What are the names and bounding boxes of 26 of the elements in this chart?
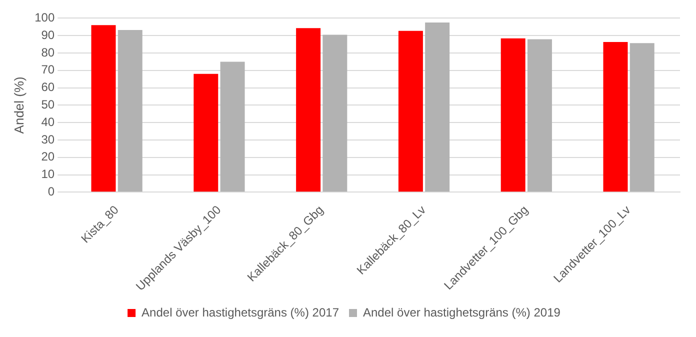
y-tick-label: 30 bbox=[41, 132, 55, 146]
y-tick-label: 0 bbox=[48, 184, 55, 198]
bar bbox=[296, 28, 321, 192]
bar bbox=[500, 38, 526, 192]
y-axis-title: Andel (%) bbox=[11, 76, 26, 134]
bar bbox=[630, 43, 654, 192]
bar bbox=[220, 62, 245, 192]
y-tick-label: 90 bbox=[41, 28, 55, 42]
y-tick-label: 60 bbox=[41, 80, 55, 94]
bar bbox=[194, 74, 218, 192]
legend-label: Andel över hastighetsgräns (%) 2017 bbox=[142, 305, 340, 320]
y-tick-label: 20 bbox=[41, 150, 55, 164]
y-tick-label: 100 bbox=[34, 10, 55, 25]
bar bbox=[398, 30, 423, 192]
bar bbox=[91, 25, 116, 192]
y-tick-label: 70 bbox=[41, 62, 55, 77]
y-tick-label: 50 bbox=[41, 97, 55, 112]
bar bbox=[527, 39, 552, 192]
bar bbox=[322, 34, 348, 192]
y-tick-label: 40 bbox=[41, 114, 55, 129]
bar bbox=[603, 42, 628, 192]
y-tick-label: 10 bbox=[41, 167, 55, 182]
legend-label: Andel över hastighetsgräns (%) 2019 bbox=[363, 305, 561, 320]
bar bbox=[118, 30, 142, 192]
bar bbox=[425, 22, 450, 192]
y-tick-label: 80 bbox=[41, 45, 55, 60]
